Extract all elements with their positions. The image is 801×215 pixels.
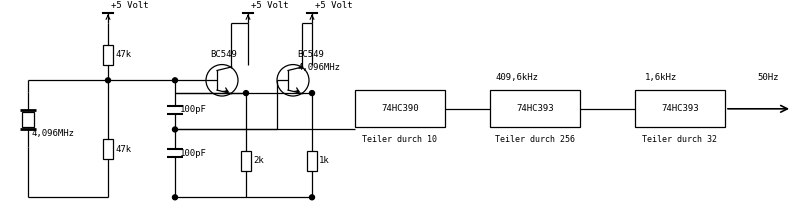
Text: +5 Volt: +5 Volt xyxy=(315,2,352,11)
Text: 50Hz: 50Hz xyxy=(757,73,779,82)
Text: +5 Volt: +5 Volt xyxy=(251,2,288,11)
Circle shape xyxy=(244,91,248,95)
Bar xyxy=(635,90,725,127)
Bar xyxy=(307,151,317,171)
Text: 1k: 1k xyxy=(319,157,330,165)
Circle shape xyxy=(309,91,315,95)
Text: Teiler durch 10: Teiler durch 10 xyxy=(363,135,437,144)
Text: 47k: 47k xyxy=(115,145,131,154)
Text: BC549: BC549 xyxy=(210,50,237,59)
Text: 4,096MHz: 4,096MHz xyxy=(297,63,340,72)
Bar xyxy=(241,151,251,171)
Circle shape xyxy=(172,127,178,132)
Circle shape xyxy=(309,195,315,200)
Circle shape xyxy=(172,195,178,200)
Text: +5 Volt: +5 Volt xyxy=(111,2,149,11)
Circle shape xyxy=(172,78,178,83)
Bar xyxy=(22,112,34,127)
Text: Teiler durch 256: Teiler durch 256 xyxy=(495,135,575,144)
Text: 2k: 2k xyxy=(253,157,264,165)
Bar xyxy=(490,90,580,127)
Text: BC549: BC549 xyxy=(297,50,324,59)
Bar xyxy=(103,45,113,64)
Text: 4,096MHz: 4,096MHz xyxy=(32,129,75,138)
Bar xyxy=(103,139,113,159)
Text: 74HC390: 74HC390 xyxy=(381,104,419,113)
Circle shape xyxy=(106,78,111,83)
Text: 100pF: 100pF xyxy=(180,149,207,158)
Text: 100pF: 100pF xyxy=(180,105,207,114)
Text: 47k: 47k xyxy=(115,50,131,59)
Text: 74HC393: 74HC393 xyxy=(516,104,553,113)
Text: 409,6kHz: 409,6kHz xyxy=(495,73,538,82)
Text: 1,6kHz: 1,6kHz xyxy=(645,73,678,82)
Text: 74HC393: 74HC393 xyxy=(661,104,698,113)
Bar xyxy=(355,90,445,127)
Text: Teiler durch 32: Teiler durch 32 xyxy=(642,135,718,144)
